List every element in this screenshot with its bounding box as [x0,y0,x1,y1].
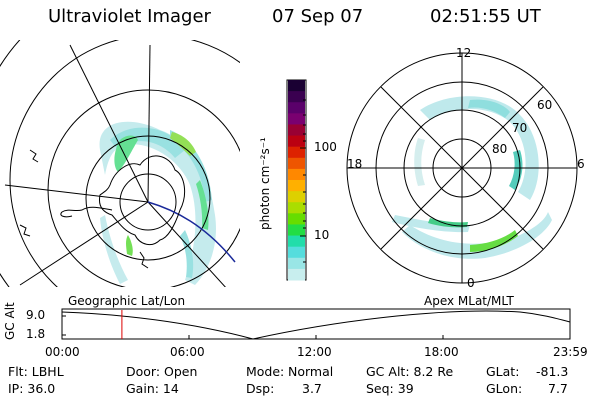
lat-label-80: 80 [492,142,508,156]
info-mode-label: Mode: [246,364,285,379]
colorbar-cell [288,213,305,225]
geographic-map [0,40,240,287]
timeline-ytick-top: 9.0 [26,308,46,322]
antarctica-coastline [99,155,186,246]
info-glon-label: GLon: [486,381,523,396]
time-label: 02:51:55 UT [430,6,541,27]
timeline-ylabel: GC Alt [3,302,17,340]
info-glat-label: GLat: [486,364,520,379]
coast-fragment-bottom [139,251,149,269]
right-mlt-lines [347,53,577,283]
info-gc-alt: GC Alt: 8.2 Re [366,364,454,379]
track-line [147,201,236,263]
colorbar-cell [288,80,305,92]
info-seq: Seq: 39 [366,381,414,396]
info-gain: Gain: 14 [126,381,179,396]
info-glon-value: 7.7 [548,381,568,396]
timeline-xtick-0600: 06:00 [170,345,205,359]
info-ip: IP: 36.0 [8,381,56,396]
colorbar-cell [288,146,305,159]
lat-label-70: 70 [512,121,528,135]
coast-fragment-left [29,149,39,163]
left-meridians [4,44,226,287]
timeline-xtick-1200: 12:00 [297,345,332,359]
info-dsp-label: Dsp: [246,381,275,396]
right-aurora-emission [392,96,552,259]
mlt-label-6: 6 [577,157,585,171]
colorbar-cell [288,191,305,203]
mlt-label-0: 0 [467,276,475,290]
lat-label-60: 60 [537,98,553,112]
left-aurora-emission [99,121,216,285]
left-map-caption: Geographic Lat/Lon [68,294,186,308]
colorbar-cell [288,202,305,214]
timeline-xtick-1800: 18:00 [424,345,459,359]
colorbar-unit-label: photon cm⁻²s⁻¹ [258,137,272,230]
colorbar-tick-100: 100 [314,140,337,154]
colorbar-cell [288,268,305,281]
info-mode-value: Normal [288,364,334,379]
colorbar-cell [288,91,305,103]
timeline-plot [61,308,571,340]
colorbar-cell [288,124,305,137]
colorbar-cell [288,135,305,148]
colorbar-cell [288,102,305,114]
colorbar-cell [288,224,305,237]
info-filter: Flt: LBHL [8,364,64,379]
mlt-label-12: 12 [456,46,472,60]
right-map-caption: Apex MLat/MLT [424,294,514,308]
info-door: Door: Open [126,364,198,379]
colorbar-cell [288,168,305,181]
info-dsp-value: 3.7 [302,381,322,396]
colorbar-cell [288,157,305,170]
timeline-xtick-2359: 23:59 [553,345,588,359]
colorbar-cell [288,235,305,248]
colorbar [286,79,307,281]
colorbar-cell [288,257,305,270]
colorbar-tick-10: 10 [314,228,330,242]
mlat-mlt-map [346,52,578,284]
antarctic-peninsula [60,206,113,218]
colorbar-cell [288,113,305,125]
instrument-title: Ultraviolet Imager [48,6,211,27]
colorbar-cell [288,180,305,192]
timeline-ytick-bottom: 1.8 [26,327,46,341]
colorbar-cell [288,246,305,259]
timeline-xtick-0000: 00:00 [45,345,80,359]
mlt-label-18: 18 [347,157,363,171]
info-glat-value: -81.3 [536,364,569,379]
coast-fragment-lower [19,224,31,237]
date-label: 07 Sep 07 [272,6,364,27]
